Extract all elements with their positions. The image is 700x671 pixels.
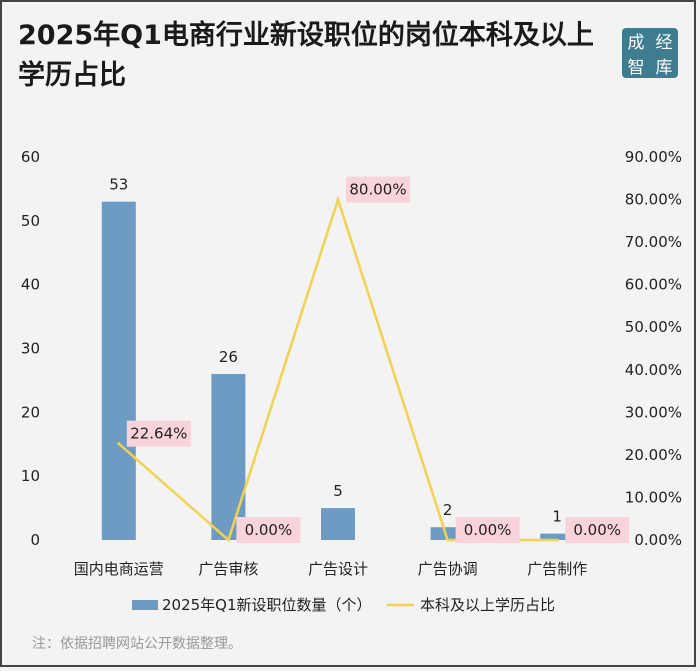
line-point: [446, 538, 450, 542]
bar-data-label: 1: [552, 508, 562, 526]
line-data-label: 0.00%: [573, 521, 621, 539]
right-axis-tick-label: 80.00%: [625, 191, 682, 209]
category-label: 广告制作: [527, 560, 587, 578]
right-axis-tick-label: 60.00%: [625, 276, 682, 294]
line-point: [117, 442, 121, 446]
left-axis-tick-label: 0: [30, 531, 40, 549]
left-axis-tick-label: 10: [21, 467, 40, 485]
right-axis-tick-label: 20.00%: [625, 446, 682, 464]
left-axis-tick-label: 40: [21, 276, 40, 294]
line-point: [336, 198, 340, 202]
right-axis-tick-label: 40.00%: [625, 361, 682, 379]
line-data-label: 0.00%: [245, 521, 293, 539]
logo-char: 库: [655, 58, 673, 78]
bar-data-label: 2: [443, 501, 453, 519]
bar: [321, 508, 355, 540]
line-data-label-bg: [565, 517, 630, 543]
bar: [101, 201, 136, 540]
right-axis-tick-label: 50.00%: [625, 318, 682, 336]
bar-data-label: 26: [219, 348, 238, 366]
line-point: [555, 538, 559, 542]
right-axis-tick-label: 90.00%: [625, 148, 682, 166]
logo-char: 经: [655, 33, 673, 53]
left-axis-tick-label: 30: [21, 340, 40, 358]
category-label: 广告协调: [418, 560, 478, 578]
left-axis-tick-label: 60: [21, 148, 40, 166]
logo-char: 智: [627, 58, 645, 78]
line-data-label-bg: [236, 517, 301, 543]
category-label: 广告审核: [198, 560, 258, 578]
right-axis-tick-label: 70.00%: [625, 233, 682, 251]
line-data-label-bg: [126, 420, 191, 447]
right-axis-tick-label: 0.00%: [634, 531, 682, 549]
line-data-label-bg: [346, 176, 410, 203]
line-data-label: 0.00%: [464, 521, 512, 539]
bar-data-label: 53: [109, 176, 128, 194]
logo-char: 成: [627, 33, 645, 53]
bar-data-label: 5: [333, 482, 343, 500]
line-point: [226, 538, 230, 542]
brand-logo: 成 经 智 库: [622, 28, 678, 78]
right-axis-tick-label: 30.00%: [625, 403, 682, 421]
left-axis-tick-label: 20: [21, 403, 40, 421]
bar: [211, 374, 246, 540]
left-axis-tick-label: 50: [21, 212, 40, 230]
category-label: 国内电商运营: [74, 560, 164, 578]
category-label: 广告设计: [308, 560, 368, 578]
line-data-label: 80.00%: [349, 181, 406, 199]
bar: [540, 533, 575, 540]
legend-bar-label: 2025年Q1新设职位数量（个）: [162, 596, 372, 614]
legend-bar-swatch: [132, 600, 158, 610]
right-axis-tick-label: 10.00%: [625, 488, 682, 506]
chart-title: 2025年Q1电商行业新设职位的岗位本科及以上学历占比: [18, 20, 594, 91]
line-data-label: 22.64%: [130, 425, 187, 443]
line-data-label-bg: [455, 517, 520, 543]
legend-line-label: 本科及以上学历占比: [420, 596, 555, 614]
source-note: 注：依据招聘网站公开数据整理。: [32, 636, 242, 652]
